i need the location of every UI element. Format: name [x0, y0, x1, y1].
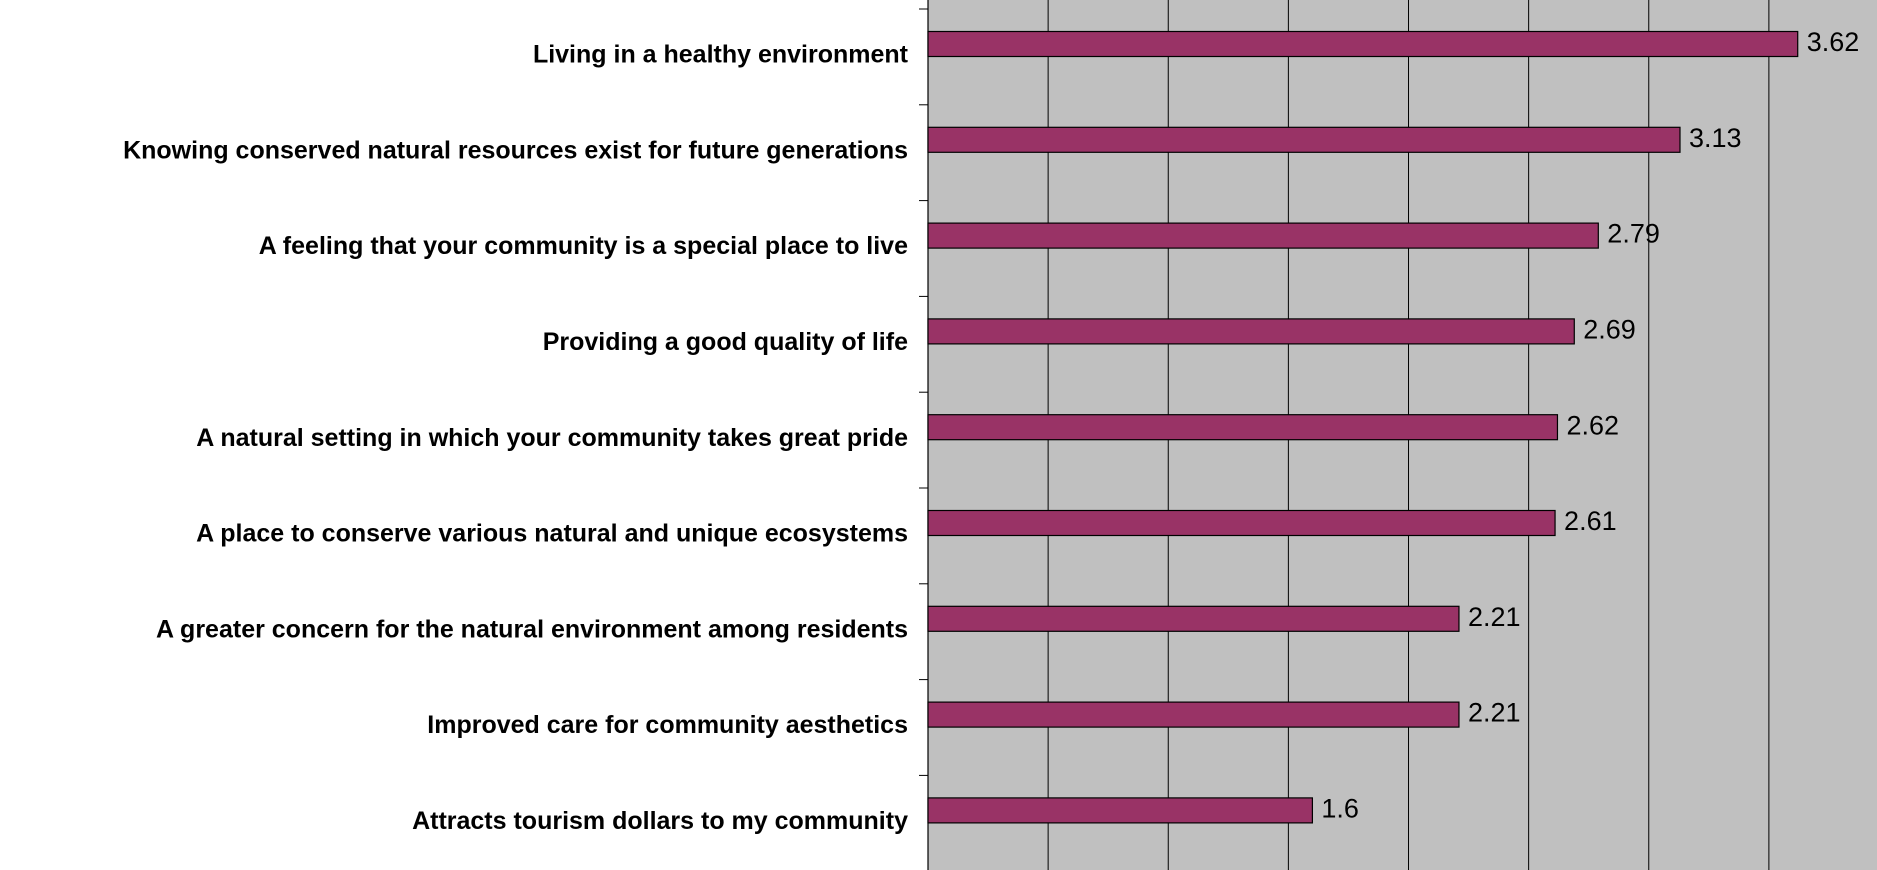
category-label: A greater concern for the natural enviro…: [156, 615, 908, 643]
value-label: 2.61: [1564, 506, 1617, 536]
value-label: 3.62: [1807, 27, 1860, 57]
bar: [927, 318, 1575, 345]
value-label: 2.62: [1566, 410, 1619, 440]
bar: [927, 797, 1314, 824]
bar: [927, 509, 1556, 537]
value-label: 2.21: [1468, 698, 1521, 728]
value-label: 1.6: [1321, 794, 1359, 824]
bar: [927, 605, 1460, 632]
value-label: 2.69: [1583, 315, 1636, 345]
value-label: 2.79: [1607, 219, 1660, 249]
category-label: A place to conserve various natural and …: [196, 520, 908, 548]
bar: [927, 222, 1599, 249]
bar: [927, 126, 1681, 153]
category-label: Providing a good quality of life: [543, 328, 908, 356]
category-label: A feeling that your community is a speci…: [259, 232, 908, 260]
category-label: Living in a healthy environment: [533, 41, 909, 69]
category-label: Attracts tourism dollars to my community: [412, 807, 908, 835]
bar: [927, 30, 1799, 58]
category-label: Knowing conserved natural resources exis…: [123, 136, 908, 164]
value-label: 2.21: [1468, 602, 1521, 632]
bar: [927, 701, 1460, 728]
value-label: 3.13: [1689, 123, 1742, 153]
category-label: A natural setting in which your communit…: [196, 424, 908, 452]
category-label: Improved care for community aesthetics: [427, 711, 908, 739]
bar: [927, 414, 1559, 441]
